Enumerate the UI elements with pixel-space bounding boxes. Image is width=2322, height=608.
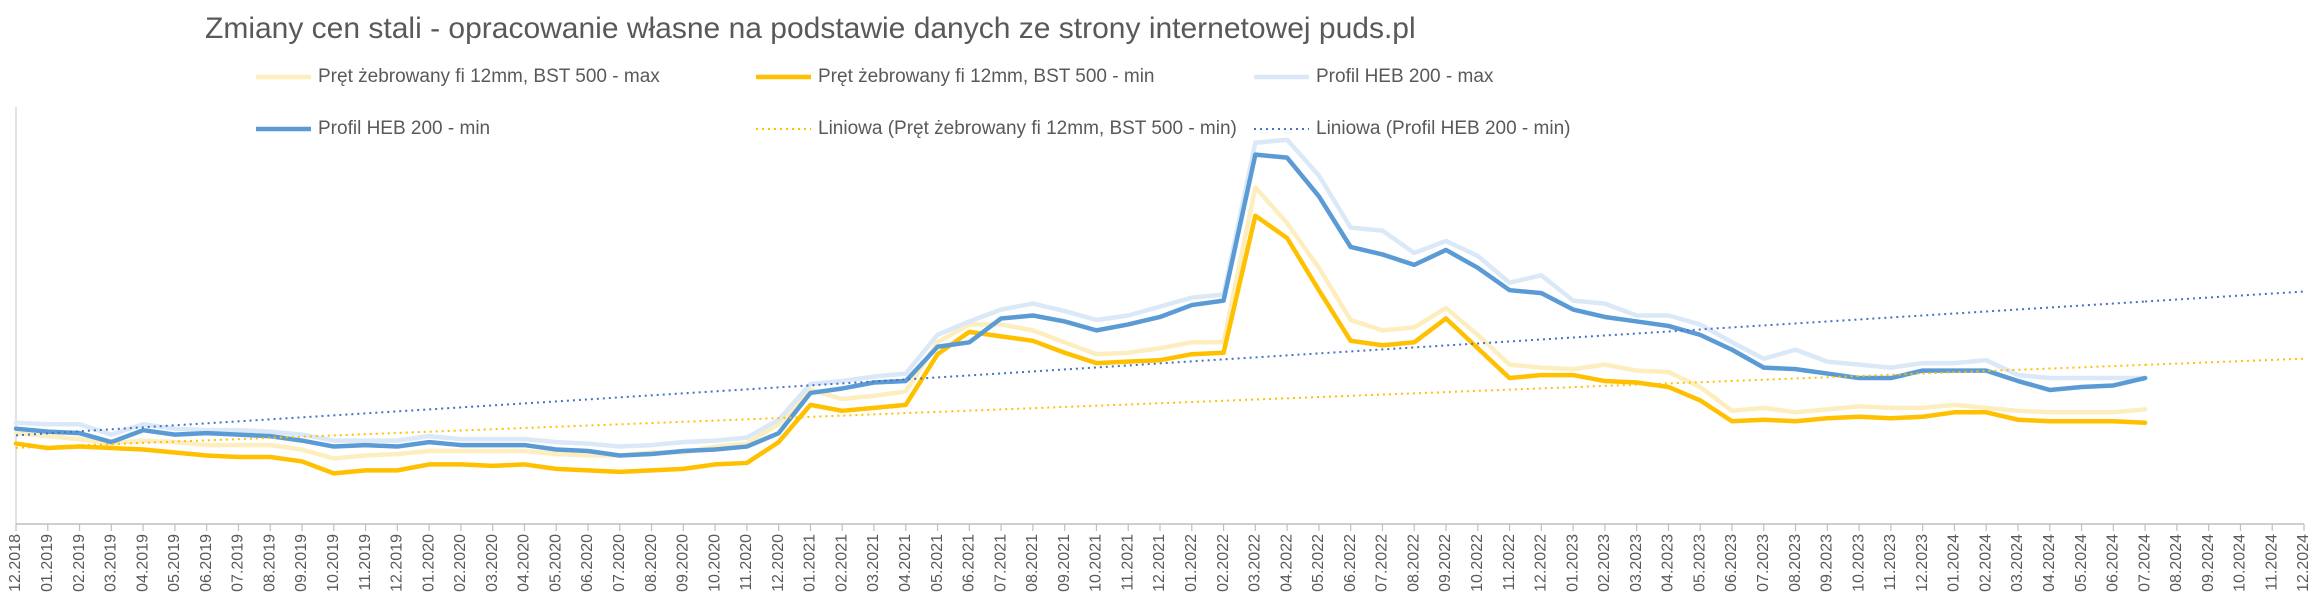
x-tick-label: 08.2021 [1024, 534, 1041, 592]
x-tick-label: 07.2021 [992, 534, 1009, 592]
x-tick-label: 12.2019 [389, 534, 406, 592]
x-tick-label: 09.2021 [1056, 534, 1073, 592]
x-tick-label: 06.2021 [961, 534, 978, 592]
x-tick-label: 05.2023 [1691, 534, 1708, 592]
x-tick-label: 10.2021 [1088, 534, 1105, 592]
trend-line [15, 363, 2146, 449]
x-tick-label: 12.2022 [1533, 534, 1550, 592]
x-tick-label: 11.2020 [738, 534, 755, 591]
trend-extension [2145, 290, 2305, 303]
x-tick-label: 06.2023 [1723, 534, 1740, 592]
x-tick-label: 12.2024 [2295, 534, 2312, 592]
x-tick-label: 05.2019 [166, 534, 183, 592]
x-tick-label: 04.2023 [1660, 534, 1677, 592]
x-tick-label: 03.2022 [1247, 534, 1264, 592]
x-tick-label: 09.2020 [675, 534, 692, 592]
x-tick-label: 03.2024 [2009, 534, 2026, 592]
chart-title: Zmiany cen stali - opracowanie własne na… [205, 12, 1416, 45]
x-tick-label: 01.2021 [802, 534, 819, 592]
series-line [13, 152, 2148, 458]
x-tick-label: 03.2020 [484, 534, 501, 592]
x-tick-label: 12.2023 [1914, 534, 1931, 592]
x-tick-label: 01.2024 [1946, 534, 1963, 592]
x-tick-label: 01.2019 [39, 534, 56, 592]
trend-extension [2145, 357, 2305, 366]
x-tick-label: 10.2019 [325, 534, 342, 592]
x-tick-label: 02.2022 [1215, 534, 1232, 592]
x-tick-label: 02.2023 [1596, 534, 1613, 592]
x-tick-label: 07.2020 [611, 534, 628, 592]
x-tick-label: 08.2019 [261, 534, 278, 592]
x-tick-label: 03.2019 [103, 534, 120, 592]
x-tick-label: 03.2021 [865, 534, 882, 592]
x-tick-label: 06.2019 [198, 534, 215, 592]
x-tick-label: 08.2023 [1787, 534, 1804, 592]
x-tick-label: 08.2024 [2168, 534, 2185, 592]
x-tick-label: 06.2022 [1342, 534, 1359, 592]
x-tick-label: 02.2024 [1977, 534, 1994, 592]
x-tick-label: 01.2023 [1564, 534, 1581, 592]
legend-label: Liniowa (Profil HEB 200 - min) [1316, 118, 1570, 139]
legend-label: Liniowa (Pręt żebrowany fi 12mm, BST 500… [818, 118, 1237, 139]
x-tick-label: 05.2024 [2073, 534, 2090, 592]
x-tick-label: 07.2024 [2136, 534, 2153, 592]
x-tick-label: 03.2023 [1628, 534, 1645, 592]
x-tick-label: 09.2023 [1819, 534, 1836, 592]
x-tick-label: 09.2019 [293, 534, 310, 592]
x-tick-label: 10.2022 [1469, 534, 1486, 592]
series-line [13, 185, 2148, 461]
x-tick-label: 02.2020 [452, 534, 469, 592]
legend-label: Profil HEB 200 - max [1316, 66, 1494, 87]
trend-line [15, 300, 2146, 437]
x-tick-label: 05.2022 [1310, 534, 1327, 592]
x-tick-label: 02.2021 [833, 534, 850, 592]
x-tick-label: 04.2019 [134, 534, 151, 592]
x-tick-label: 04.2021 [897, 534, 914, 592]
x-tick-label: 01.2020 [420, 534, 437, 592]
x-tick-label: 02.2019 [71, 534, 88, 592]
x-tick-label: 04.2022 [1278, 534, 1295, 592]
x-tick-label: 05.2020 [547, 534, 564, 592]
x-tick-label: 06.2020 [579, 534, 596, 592]
series-line [13, 213, 2148, 476]
x-tick-label: 09.2024 [2200, 534, 2217, 592]
x-tick-label: 12.2018 [7, 534, 24, 592]
x-tick-label: 12.2020 [770, 534, 787, 592]
legend-label: Pręt żebrowany fi 12mm, BST 500 - max [318, 66, 660, 87]
x-tick-label: 05.2021 [929, 534, 946, 592]
x-tick-label: 11.2022 [1501, 534, 1518, 591]
x-tick-label: 11.2021 [1119, 534, 1136, 591]
x-tick-label: 01.2022 [1183, 534, 1200, 592]
x-tick-label: 06.2024 [2105, 534, 2122, 592]
legend-label: Pręt żebrowany fi 12mm, BST 500 - min [818, 66, 1155, 87]
x-tick-label: 10.2020 [706, 534, 723, 592]
x-tick-label: 04.2024 [2041, 534, 2058, 592]
x-tick-label: 12.2021 [1151, 534, 1168, 592]
x-tick-label: 08.2022 [1405, 534, 1422, 592]
x-tick-label: 10.2023 [1850, 534, 1867, 592]
series-line [13, 137, 2148, 449]
x-tick-label: 07.2022 [1374, 534, 1391, 592]
legend-label: Profil HEB 200 - min [318, 118, 490, 139]
x-tick-label: 11.2024 [2263, 534, 2280, 591]
x-tick-label: 07.2019 [230, 534, 247, 592]
x-tick-label: 09.2022 [1437, 534, 1454, 592]
x-tick-label: 04.2020 [516, 534, 533, 592]
x-tick-label: 11.2023 [1882, 534, 1899, 591]
x-tick-label: 07.2023 [1755, 534, 1772, 592]
x-tick-label: 10.2024 [2232, 534, 2249, 592]
x-tick-label: 08.2020 [643, 534, 660, 592]
x-tick-label: 11.2019 [357, 534, 374, 591]
